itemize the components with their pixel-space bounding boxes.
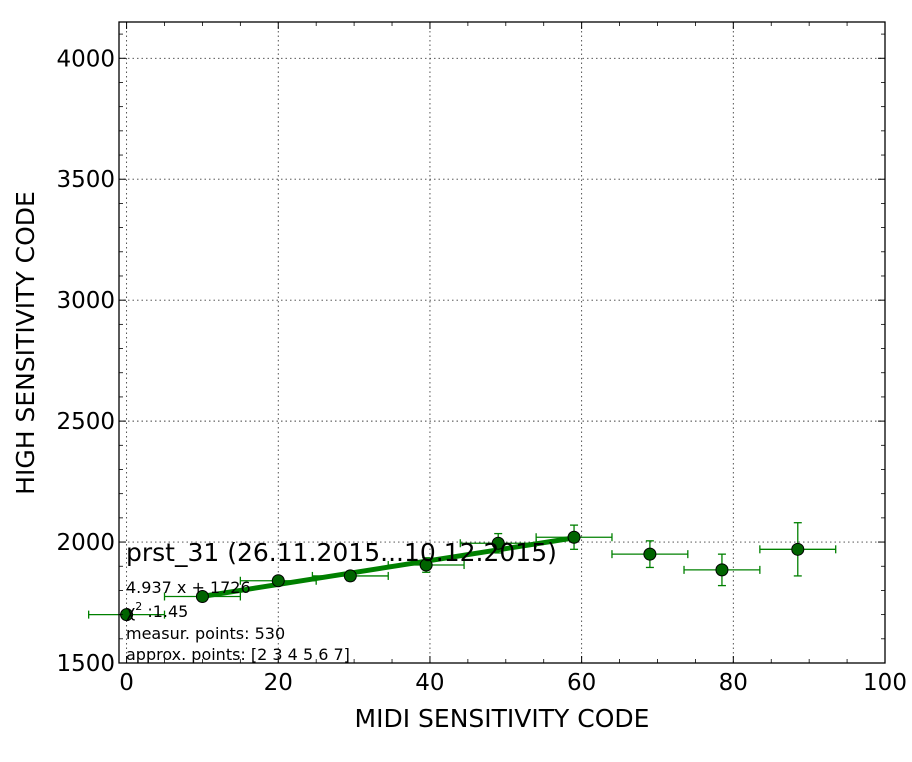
- x-axis-label: MIDI SENSITIVITY CODE: [355, 704, 650, 733]
- fit-equation: 4.937 x + 1726: [126, 578, 251, 597]
- data-point: [343, 569, 357, 583]
- data-point: [791, 542, 805, 556]
- x-tick-label: 60: [567, 670, 596, 696]
- chart-title: prst_31 (26.11.2015...10.12.2015): [126, 538, 557, 567]
- data-series: [88, 522, 837, 622]
- approximation-points: approx. points: [2 3 4 5 6 7]: [126, 645, 350, 664]
- y-axis-label: HIGH SENSITIVITY CODE: [11, 191, 40, 495]
- chi-value: :1.45: [142, 602, 188, 621]
- axis-ticks: [119, 22, 886, 664]
- data-point: [195, 589, 209, 603]
- y-tick-label: 2000: [56, 530, 115, 556]
- data-point: [567, 530, 581, 544]
- chi-symbol: χ: [126, 602, 135, 621]
- x-tick-label: 40: [415, 670, 444, 696]
- x-tick-label: 80: [719, 670, 748, 696]
- data-point: [419, 558, 433, 572]
- chi-exponent: 2: [135, 600, 142, 613]
- plot-frame: [118, 21, 886, 664]
- x-tick-label: 100: [863, 670, 907, 696]
- measurement-points: measur. points: 530: [126, 624, 285, 643]
- data-point: [491, 536, 505, 550]
- data-point: [715, 563, 729, 577]
- x-tick-label: 0: [119, 670, 134, 696]
- y-tick-label: 3000: [56, 288, 115, 314]
- data-point: [643, 547, 657, 561]
- x-tick-label: 20: [264, 670, 293, 696]
- y-tick-label: 2500: [56, 409, 115, 435]
- y-tick-label: 1500: [56, 651, 115, 677]
- fit-line: [202, 535, 575, 599]
- tick-labels: 0 20 40 60 80 100 1500 2000 2500 3000 3500 4000: [56, 46, 907, 696]
- y-tick-label: 3500: [56, 167, 115, 193]
- y-tick-label: 4000: [56, 46, 115, 72]
- chi-square: χ2 :1.45: [126, 600, 188, 621]
- data-point: [271, 574, 285, 588]
